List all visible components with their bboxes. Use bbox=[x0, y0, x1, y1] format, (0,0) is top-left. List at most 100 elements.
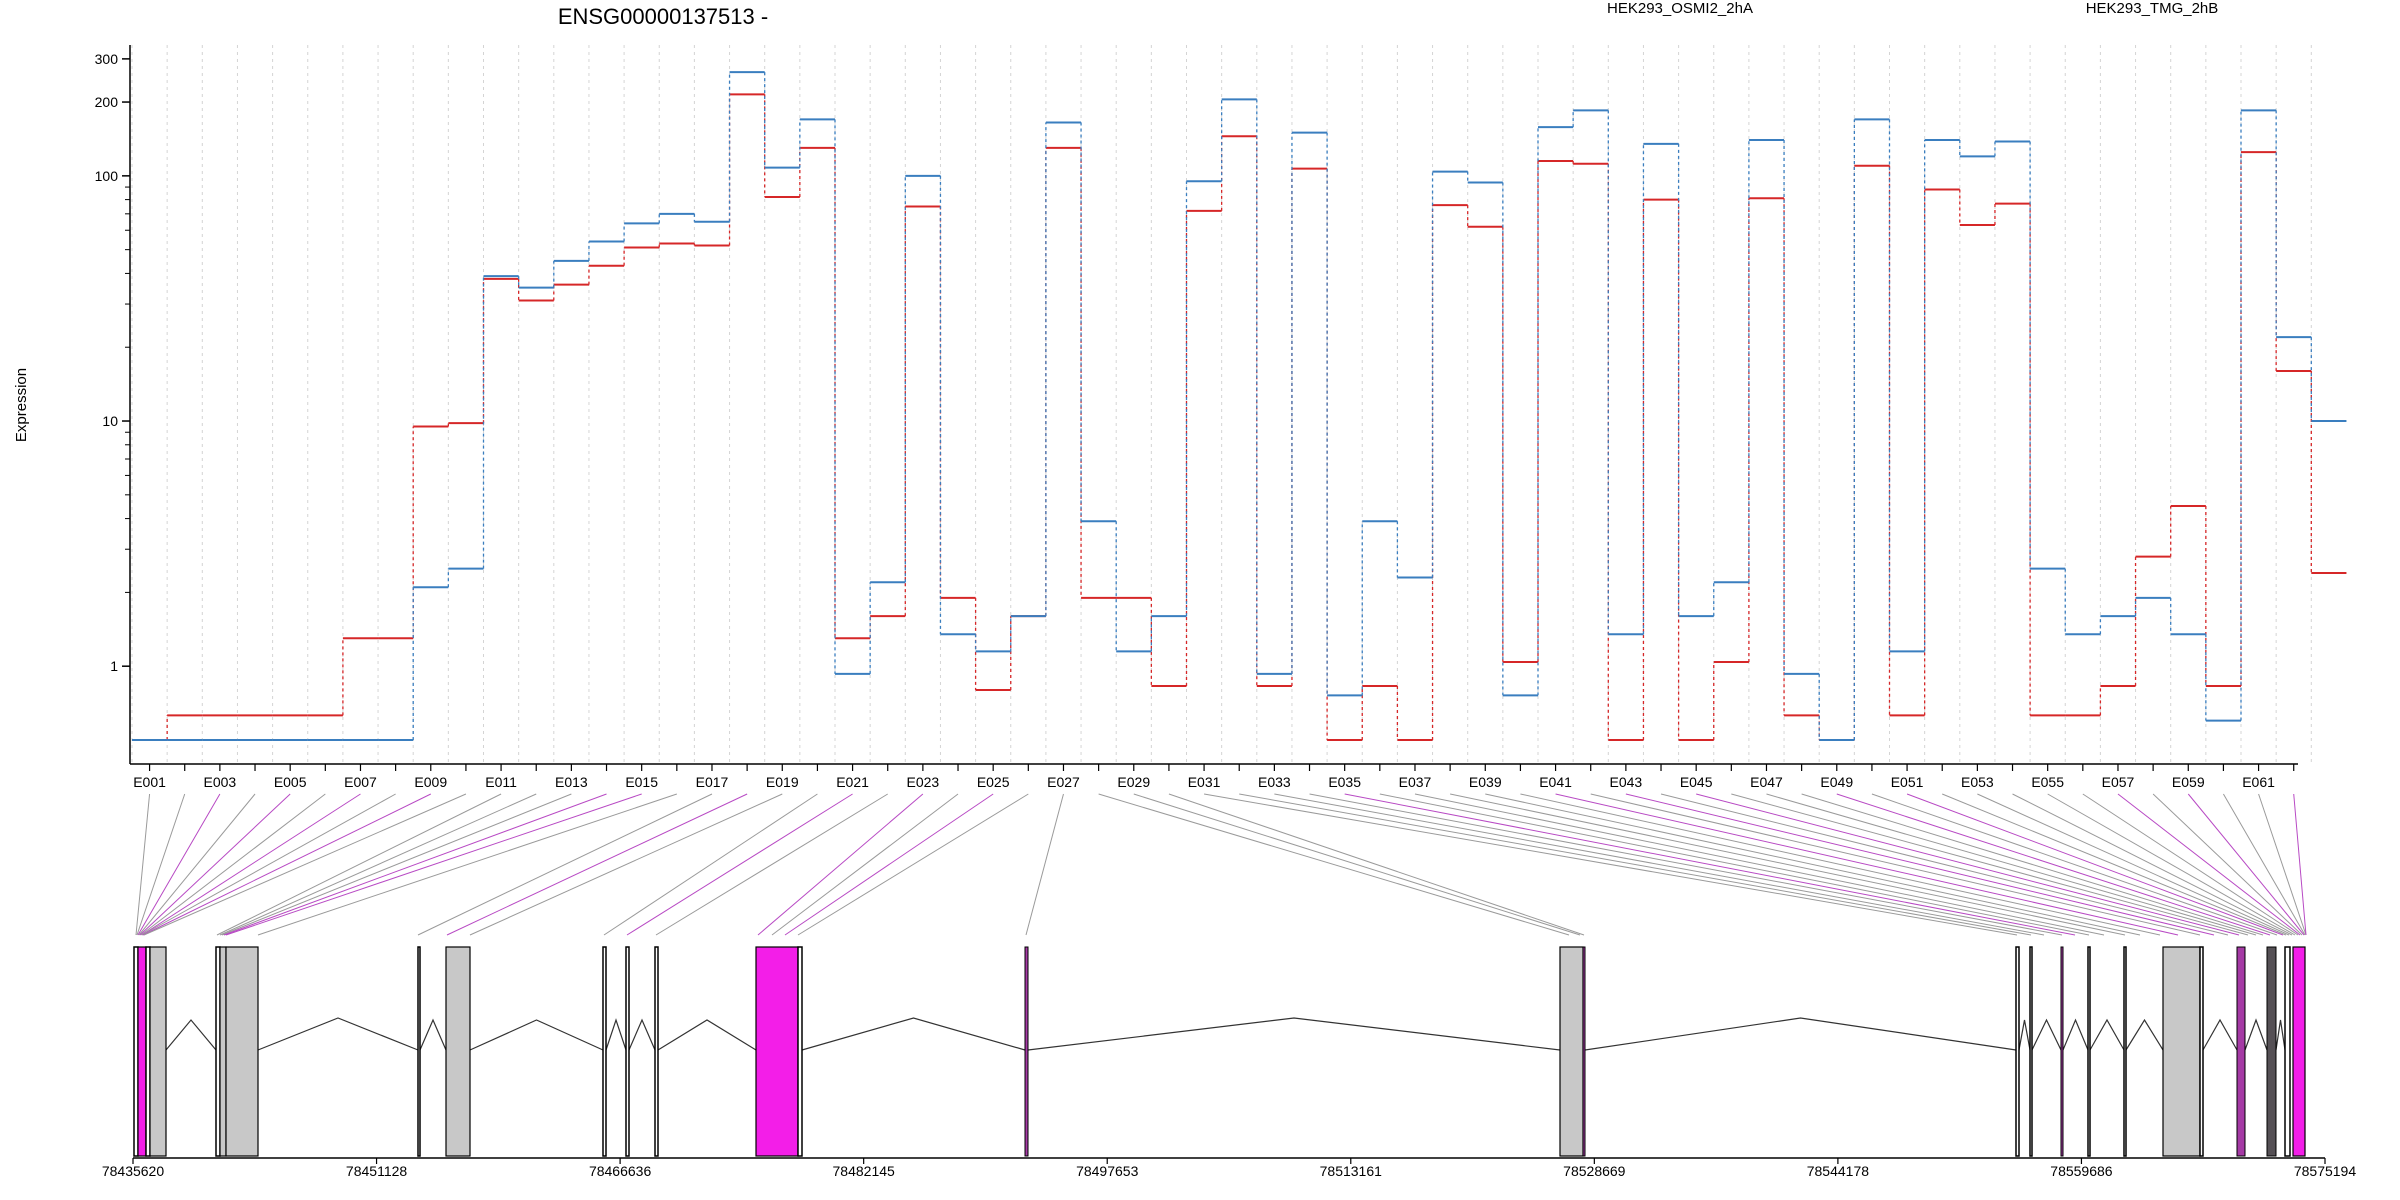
coordinate-tick-label: 78466636 bbox=[589, 1163, 652, 1179]
exon-connector bbox=[216, 793, 502, 936]
exon-tick-label: E059 bbox=[2172, 774, 2205, 790]
exon-connector bbox=[469, 793, 783, 936]
exon-block bbox=[145, 946, 151, 1157]
exon-connector bbox=[136, 793, 186, 936]
exon-block bbox=[2292, 946, 2306, 1157]
exon-connector bbox=[2293, 793, 2307, 936]
exon-connector bbox=[1133, 793, 1581, 936]
exon-tick-label: E017 bbox=[696, 774, 729, 790]
exon-tick-label: E037 bbox=[1399, 774, 1432, 790]
intron-line bbox=[419, 1018, 447, 1051]
exon-connector bbox=[1906, 793, 2284, 936]
exon-connector bbox=[1590, 793, 2201, 936]
exon-block bbox=[2029, 946, 2033, 1157]
exon-connector bbox=[1239, 793, 2032, 936]
exon-tick-label: E033 bbox=[1258, 774, 1291, 790]
exon-connector bbox=[2152, 793, 2303, 936]
exon-tick-label: E057 bbox=[2102, 774, 2135, 790]
exon-block bbox=[2199, 946, 2204, 1157]
intron-line bbox=[257, 1017, 419, 1051]
intron-line bbox=[1027, 1017, 1561, 1051]
exon-connector bbox=[2258, 793, 2307, 936]
exon-connector bbox=[137, 793, 221, 936]
y-tick-label: 100 bbox=[95, 168, 119, 184]
coordinate-tick-label: 78513161 bbox=[1320, 1163, 1383, 1179]
coordinate-tick-label: 78435620 bbox=[102, 1163, 165, 1179]
legend-entry-osmi2: HEK293_OSMI2_2hA bbox=[1607, 0, 1753, 17]
exon-block bbox=[797, 946, 803, 1157]
intron-line bbox=[2275, 1019, 2286, 1051]
exon-connector bbox=[223, 793, 607, 936]
exon-block bbox=[2266, 946, 2277, 1157]
exon-block bbox=[2015, 946, 2020, 1157]
exon-block bbox=[2060, 946, 2064, 1157]
exon-connector bbox=[1555, 793, 2179, 936]
exon-connector bbox=[141, 793, 361, 936]
exon-ticks: E001 E003 E005 E007 E009 E011 E013 E015 E017 E019… bbox=[133, 764, 2295, 790]
exon-connector bbox=[771, 793, 959, 936]
exon-connector bbox=[784, 793, 994, 936]
intron-line bbox=[469, 1019, 604, 1051]
y-tick-label: 1 bbox=[110, 658, 118, 674]
intron-line bbox=[2244, 1018, 2268, 1051]
exon-connector bbox=[1942, 793, 2287, 936]
intron-line bbox=[2125, 1018, 2164, 1051]
exon-tick-label: E015 bbox=[625, 774, 658, 790]
intron-line bbox=[2202, 1018, 2238, 1051]
exon-block bbox=[654, 946, 659, 1157]
exon-tick-label: E021 bbox=[836, 774, 869, 790]
exon-connector bbox=[1168, 793, 1585, 936]
exon-connector bbox=[139, 793, 291, 936]
exon-connector bbox=[2082, 793, 2299, 936]
y-tick-label: 300 bbox=[95, 51, 119, 67]
exon-connector bbox=[138, 793, 256, 936]
y-tick-label: 10 bbox=[102, 413, 118, 429]
exon-connector bbox=[143, 793, 467, 936]
exon-tick-label: E053 bbox=[1961, 774, 1994, 790]
exon-connector bbox=[1696, 793, 2240, 936]
exon-connector bbox=[2012, 793, 2293, 936]
exon-tick-label: E013 bbox=[555, 774, 588, 790]
y-axis-label: Expression bbox=[13, 368, 30, 442]
intron-line bbox=[165, 1019, 217, 1051]
chart-title: ENSG00000137513 - bbox=[558, 4, 768, 29]
exon-block bbox=[2236, 946, 2246, 1157]
exon-connector bbox=[603, 793, 818, 936]
exon-tick-label: E051 bbox=[1891, 774, 1924, 790]
exon-block bbox=[149, 946, 167, 1157]
exon-connector bbox=[757, 793, 924, 936]
exon-connector bbox=[1485, 793, 2141, 936]
exon-block bbox=[225, 946, 259, 1157]
exon-connector bbox=[446, 793, 748, 936]
exon-tick-label: E029 bbox=[1117, 774, 1150, 790]
exon-tick-label: E039 bbox=[1469, 774, 1502, 790]
coordinate-tick-label: 78575194 bbox=[2294, 1163, 2357, 1179]
exon-connector bbox=[1871, 793, 2278, 936]
exon-tick-label: E047 bbox=[1750, 774, 1783, 790]
exon-connector bbox=[1977, 793, 2290, 936]
coordinate-tick-label: 78451128 bbox=[346, 1163, 407, 1179]
exon-block bbox=[137, 946, 147, 1157]
exon-tick-label: E005 bbox=[274, 774, 307, 790]
exon-tick-label: E025 bbox=[977, 774, 1010, 790]
exon-tick-label: E043 bbox=[1610, 774, 1643, 790]
exon-connector bbox=[2222, 793, 2306, 936]
exon-connector bbox=[1520, 793, 2161, 936]
series-HEK293_OSMI2_2hA bbox=[132, 93, 2347, 741]
exon-tick-label: E055 bbox=[2031, 774, 2064, 790]
coordinate-axis: 78435620 78451128 78466636 78482145 78497653… bbox=[102, 1157, 2357, 1179]
exon-tick-label: E011 bbox=[485, 774, 517, 790]
exon-connector bbox=[626, 793, 853, 936]
exon-tick-label: E045 bbox=[1680, 774, 1713, 790]
exon-connector bbox=[1801, 793, 2264, 936]
exon-block bbox=[1559, 946, 1584, 1157]
series-HEK293_TMG_2hB bbox=[132, 71, 2347, 741]
coordinate-tick-label: 78497653 bbox=[1076, 1163, 1139, 1179]
intron-line bbox=[657, 1019, 757, 1051]
intron-line bbox=[2018, 1019, 2031, 1051]
coordinate-tick-label: 78528669 bbox=[1563, 1163, 1626, 1179]
exon-connector bbox=[1344, 793, 2076, 936]
intron-line bbox=[2062, 1018, 2089, 1051]
exon-connector bbox=[1379, 793, 2090, 936]
